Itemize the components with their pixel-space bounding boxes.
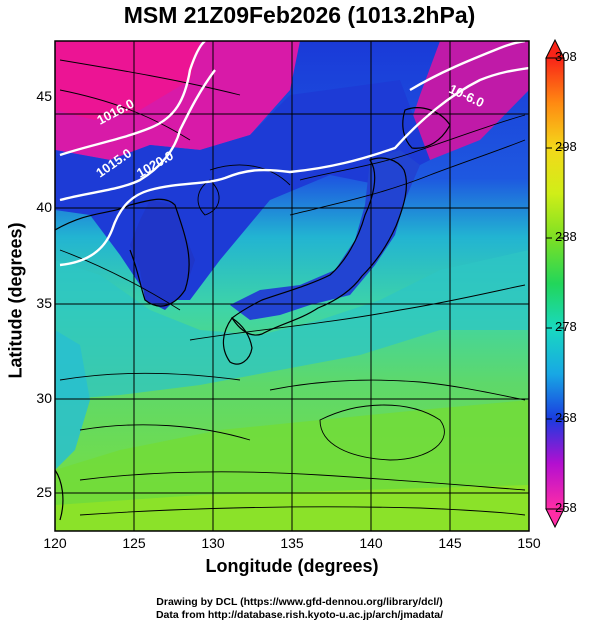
colorbar-tick-label: 288 (555, 229, 577, 244)
colorbar-tick-label: 308 (555, 49, 577, 64)
colorbar-tick-label: 278 (555, 319, 577, 334)
wind-streamlines (59, 59, 526, 516)
coastlines (55, 107, 451, 521)
y-tick-label: 45 (36, 88, 52, 104)
x-tick-label: 120 (43, 535, 67, 551)
colorbar-scale (545, 57, 565, 510)
x-tick-label: 150 (517, 535, 541, 551)
x-tick-label: 125 (122, 535, 146, 551)
map-title: MSM 21Z09Feb2026 (1013.2hPa) (123, 2, 476, 28)
isobar-contours (59, 41, 529, 267)
colorbar-tick-label: 298 (555, 139, 577, 154)
x-tick-label: 130 (201, 535, 225, 551)
lat-lon-grid (55, 41, 529, 531)
x-tick-label: 140 (359, 535, 383, 551)
x-tick-label: 145 (438, 535, 462, 551)
y-tick-label: 40 (36, 199, 52, 215)
footer-credit-data: Data from http://database.rish.kyoto-u.a… (155, 609, 444, 621)
colorbar (545, 38, 565, 529)
tick-marks (54, 113, 530, 531)
field-shading (55, 41, 529, 531)
y-tick-label: 25 (36, 484, 52, 500)
x-axis-label: Longitude (degrees) (205, 556, 379, 576)
y-tick-label: 30 (36, 390, 52, 406)
colorbar-tick-label: 268 (555, 410, 577, 425)
x-tick-label: 135 (280, 535, 304, 551)
y-axis-label: Latitude (degrees) (5, 222, 26, 379)
colorbar-min-arrow (545, 508, 565, 529)
footer-credit-drawing: Drawing by DCL (https://www.gfd-dennou.o… (156, 596, 443, 608)
colorbar-tick-label: 258 (555, 500, 577, 515)
y-tick-label: 35 (36, 295, 52, 311)
